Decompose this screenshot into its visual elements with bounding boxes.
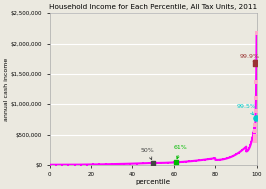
X-axis label: percentile: percentile [136, 179, 171, 185]
Point [253, 116, 258, 119]
Point [48, 163, 52, 166]
Point [254, 97, 258, 100]
Point [227, 156, 232, 159]
Point [249, 140, 253, 143]
Point [178, 161, 182, 164]
Point [209, 157, 213, 160]
Point [251, 131, 256, 134]
Point [247, 146, 251, 149]
Point [253, 138, 257, 141]
Point [253, 109, 258, 112]
Text: 99.9%: 99.9% [240, 54, 260, 62]
Point [97, 163, 101, 166]
Point [134, 162, 139, 165]
Point [253, 130, 257, 133]
Point [248, 144, 252, 147]
Point [85, 163, 89, 166]
Point [237, 151, 241, 154]
Point [193, 159, 198, 162]
Point [159, 161, 164, 164]
Point [54, 163, 58, 166]
Point [253, 135, 257, 138]
Point [253, 116, 258, 119]
Point [91, 163, 95, 166]
Point [181, 160, 185, 163]
Point [110, 163, 114, 166]
Point [151, 161, 155, 164]
Point [252, 139, 257, 142]
Point [147, 162, 151, 165]
Title: Household Income for Each Percentile, All Tax Units, 2011: Household Income for Each Percentile, Al… [49, 4, 257, 10]
Point [244, 150, 248, 153]
Point [253, 116, 258, 119]
Y-axis label: annual cash income: annual cash income [4, 57, 9, 121]
Point [72, 163, 77, 166]
Point [165, 161, 170, 164]
Point [212, 157, 216, 160]
Point [116, 163, 120, 166]
Point [246, 148, 250, 151]
Point [245, 149, 250, 153]
Point [240, 149, 244, 152]
Point [60, 163, 64, 166]
Point [190, 160, 194, 163]
Point [122, 162, 126, 165]
Point [103, 163, 108, 166]
Point [172, 161, 176, 164]
Point [184, 160, 188, 163]
Point [128, 162, 132, 165]
Point [253, 124, 257, 127]
Point [231, 155, 235, 158]
Point [187, 160, 192, 163]
Point [254, 61, 259, 64]
Point [203, 158, 207, 161]
Point [250, 136, 255, 139]
Point [255, 31, 259, 34]
Point [221, 158, 226, 161]
Point [141, 162, 145, 165]
Point [197, 159, 201, 162]
Point [254, 81, 258, 84]
Point [225, 157, 229, 160]
Point [174, 161, 178, 164]
Point [215, 158, 219, 161]
Point [66, 163, 70, 166]
Text: 61%: 61% [174, 145, 188, 159]
Text: 50%: 50% [141, 148, 155, 160]
Point [218, 158, 222, 161]
Point [255, 31, 259, 34]
Point [153, 161, 157, 164]
Point [234, 153, 238, 156]
Point [200, 159, 204, 162]
Point [243, 146, 247, 149]
Point [175, 161, 179, 164]
Point [252, 139, 257, 142]
Text: 99.5%: 99.5% [237, 105, 257, 115]
Point [206, 158, 210, 161]
Point [78, 163, 83, 166]
Point [254, 61, 259, 64]
